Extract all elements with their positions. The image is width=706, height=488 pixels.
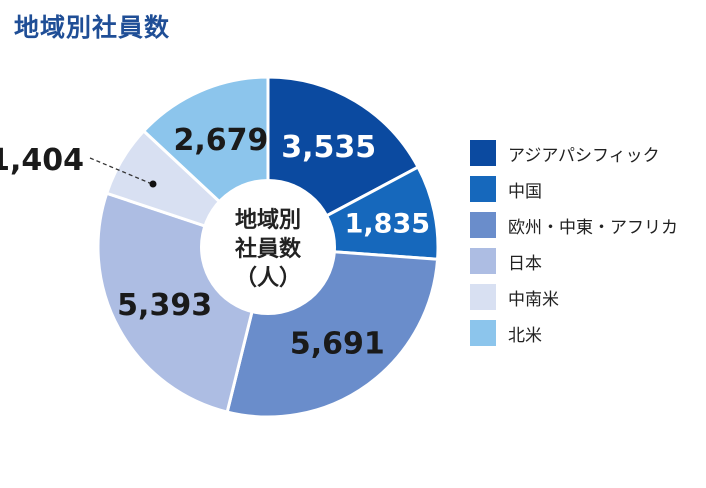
legend-label: 日本: [508, 253, 542, 274]
center-label-line-1: 地域別: [235, 207, 301, 233]
donut-hole: [200, 179, 336, 315]
legend-swatch: [470, 140, 496, 166]
slice-label-japan: 5,393: [117, 288, 212, 323]
callout-leader-line: [89, 157, 153, 185]
chart-slices: [96, 75, 440, 419]
legend-item-latin-america: 中南米: [470, 284, 678, 310]
legend-swatch: [470, 212, 496, 238]
callout-dot: [149, 180, 157, 188]
chart-legend: アジアパシフィック 中国欧州・中東・アフリカ 日本中南米北米: [470, 140, 678, 356]
legend-swatch: [470, 284, 496, 310]
legend-swatch: [470, 320, 496, 346]
center-label-line-3: （人）: [235, 266, 301, 291]
slice-label-north-america: 2,679: [174, 123, 269, 158]
center-label-line-2: 社員数: [235, 236, 302, 262]
page-title: 地域別社員数: [14, 13, 171, 42]
legend-label: 欧州・中東・アフリカ: [508, 217, 678, 238]
slice-label-latin-america: 1,404: [0, 143, 84, 178]
legend-swatch: [470, 248, 496, 274]
legend-item-japan: 日本: [470, 248, 678, 274]
legend-item-china: 中国: [470, 176, 678, 202]
slice-labels: 3,535 1,835 5,691 5,393 1,404 2,679: [0, 123, 430, 362]
slice-label-asia-pacific: 3,535: [281, 130, 376, 165]
legend-item-emea: 欧州・中東・アフリカ: [470, 212, 678, 238]
center-label: 地域別 社員数 （人）: [235, 207, 302, 291]
legend-label: 中国: [508, 181, 542, 202]
slice-label-emea: 5,691: [290, 326, 385, 361]
slice-label-china: 1,835: [345, 209, 430, 240]
legend-item-north-america: 北米: [470, 320, 678, 346]
legend-swatch: [470, 176, 496, 202]
legend-label: アジアパシフィック: [508, 145, 660, 166]
legend-label: 中南米: [508, 289, 559, 310]
legend-label: 北米: [508, 325, 542, 346]
legend-item-asia-pacific: アジアパシフィック: [470, 140, 678, 166]
